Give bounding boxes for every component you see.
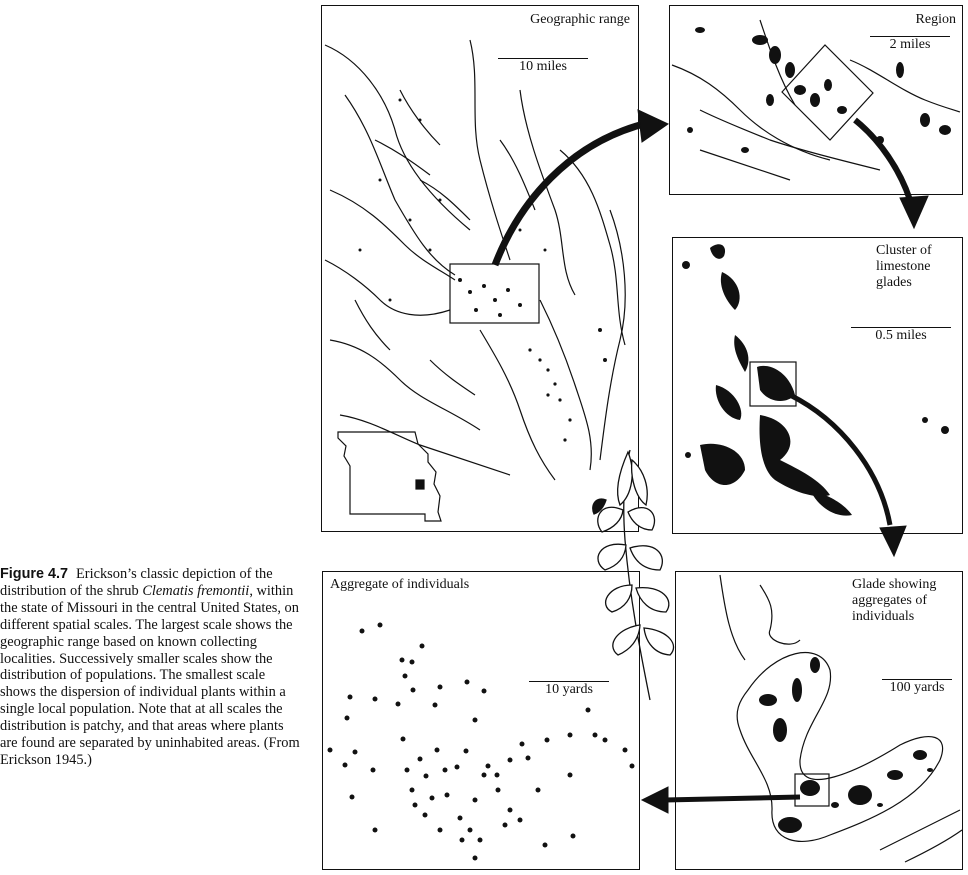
scale-arrows [491,109,929,814]
missouri-location-marker [415,479,425,490]
caption-text-1: Erickson’s classic depiction of the dist… [0,566,273,599]
region-blobs [687,27,951,153]
glade-scale-label: 100 yards [889,680,945,695]
geographic-range-panel: Geographic range 10 miles [321,5,639,532]
geographic-scale-label: 10 miles [519,59,567,74]
aggregate-scale-bar: 10 yards [529,681,609,698]
cluster-title: Cluster of limestone glades [876,243,932,290]
species-name: Clematis fremontii [142,582,250,599]
arrow-glade-to-aggregate [664,794,801,803]
cluster-glades [682,244,949,516]
figure-caption: Figure 4.7 Erickson’s classic depiction o… [0,566,300,769]
arrow-range-to-region [491,121,641,267]
geographic-scale-bar: 10 miles [498,58,588,75]
cluster-selection-box [749,361,797,407]
glade-title: Glade showing aggregates of individuals [852,577,937,624]
region-title: Region [915,12,956,27]
missouri-inset-map [337,431,442,522]
glade-scale-bar: 100 yards [882,679,952,696]
caption-text-2: , within the state of Missouri in the ce… [0,582,300,768]
cluster-scale-bar: 0.5 miles [851,327,951,344]
aggregate-panel: Aggregate of individuals 10 yards [322,571,640,870]
geographic-range-title: Geographic range [530,12,630,27]
glade-aggregates [759,657,933,833]
individual-plants [327,622,635,861]
region-streams [671,19,961,181]
aggregate-title: Aggregate of individuals [330,577,470,592]
clematis-plant-illustration [592,449,675,701]
arrow-cluster-to-glade [788,392,893,526]
glade-selection-box [794,773,830,807]
glade-outline [719,574,963,863]
region-selection-box [781,44,874,141]
aggregate-scale-label: 10 yards [545,682,593,697]
glade-panel: Glade showing aggregates of individuals … [675,571,963,870]
figure-number: Figure 4.7 [0,566,68,582]
region-scale-label: 2 miles [889,37,931,52]
region-scale-bar: 2 miles [870,36,950,53]
arrow-region-to-cluster [853,117,913,201]
river-network [324,39,626,481]
glade-patches [327,27,951,861]
cluster-scale-label: 0.5 miles [875,328,927,343]
geographic-selection-box [449,263,540,324]
geographic-localities [358,98,607,442]
